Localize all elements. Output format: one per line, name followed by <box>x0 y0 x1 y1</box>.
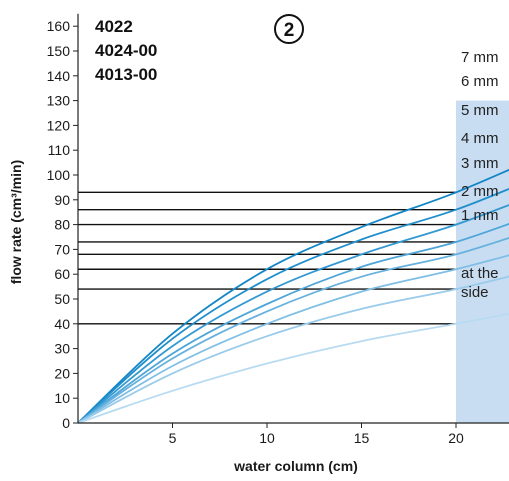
model-number-3: 4013-00 <box>95 65 157 84</box>
y-tick-label: 0 <box>62 415 70 431</box>
y-tick-label: 20 <box>54 365 70 381</box>
x-axis-ticks: 510152025303540 <box>169 423 464 446</box>
flow-curve <box>77 222 509 424</box>
flow-curve <box>77 168 509 424</box>
series-label: 5 mm <box>461 102 499 119</box>
y-tick-label: 10 <box>54 390 70 406</box>
x-tick-label: 10 <box>259 430 275 446</box>
series-label: 1 mm <box>461 207 499 224</box>
series-label: at the side <box>461 265 499 301</box>
y-tick-label: 50 <box>54 291 70 307</box>
model-number-1: 4022 <box>95 17 133 36</box>
series-labels: 7 mm 6 mm 5 mm 4 mm 3 mm 2 mm 1 mm at the side <box>461 49 499 301</box>
y-axis-title: flow rate (cm³/min) <box>8 160 24 284</box>
x-tick-label: 20 <box>448 430 464 446</box>
flow-curve <box>77 312 509 424</box>
x-tick-label: 5 <box>169 430 177 446</box>
badge-number: 2 <box>284 20 295 41</box>
flow-curve <box>77 254 509 424</box>
y-tick-label: 80 <box>54 217 70 233</box>
y-axis-ticks: 0 10 20 30 40 50 60 70 80 90 100 110 120 130 140 150 160 <box>47 18 78 431</box>
series-label: 3 mm <box>461 155 499 172</box>
x-axis-title: water column (cm) <box>233 458 358 474</box>
y-tick-label: 70 <box>54 241 70 257</box>
series-label: 6 mm <box>461 73 499 90</box>
y-tick-label: 120 <box>47 117 71 133</box>
flow-curve <box>77 204 509 424</box>
y-tick-label: 130 <box>47 93 71 109</box>
y-tick-label: 40 <box>54 316 70 332</box>
series-label: 2 mm <box>461 183 499 200</box>
flow-curve <box>77 275 509 424</box>
series-label: 7 mm <box>461 49 499 66</box>
y-tick-label: 30 <box>54 341 70 357</box>
y-tick-label: 90 <box>54 192 70 208</box>
y-tick-label: 110 <box>48 142 71 158</box>
y-tick-label: 100 <box>47 167 71 183</box>
badge-circle <box>274 14 304 44</box>
flow-curve <box>77 236 509 424</box>
y-tick-label: 60 <box>54 266 70 282</box>
series-label-line: side <box>461 284 489 301</box>
series-label: 4 mm <box>461 130 499 147</box>
y-tick-label: 140 <box>47 68 71 84</box>
model-number-2: 4024-00 <box>95 41 157 60</box>
flow-curves <box>77 168 509 424</box>
series-label-line: at the <box>461 265 499 282</box>
y-tick-label: 150 <box>47 43 71 59</box>
flow-curve <box>77 187 509 424</box>
y-tick-label: 160 <box>47 18 71 34</box>
x-tick-label: 15 <box>354 430 370 446</box>
